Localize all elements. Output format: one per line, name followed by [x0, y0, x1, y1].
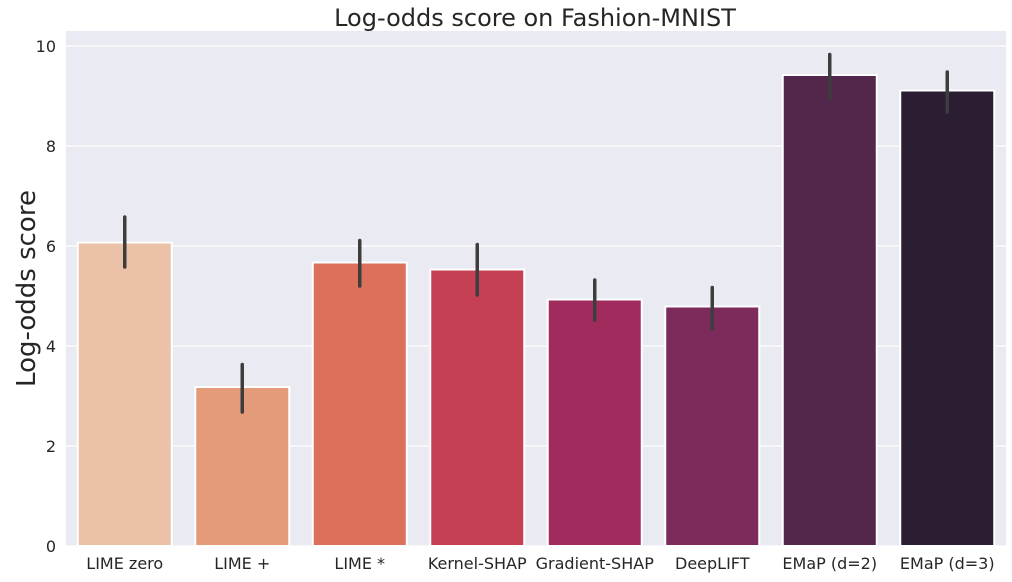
x-tick-label: Kernel-SHAP: [428, 554, 527, 573]
y-tick-label: 0: [46, 537, 56, 556]
x-tick-label: EMaP (d=3): [900, 554, 995, 573]
x-tick-label: Gradient-SHAP: [536, 554, 655, 573]
y-tick-label: 6: [46, 237, 56, 256]
y-tick-label: 2: [46, 437, 56, 456]
x-tick-label: DeepLIFT: [675, 554, 750, 573]
x-tick-label: LIME zero: [86, 554, 163, 573]
y-axis-title: Log-odds score: [12, 190, 42, 387]
bar: [546, 298, 643, 547]
chart-title: Log-odds score on Fashion-MNIST: [334, 4, 736, 32]
y-tick-label: 8: [46, 137, 56, 156]
bar: [781, 74, 878, 547]
bar: [311, 261, 408, 547]
y-tick-label: 10: [36, 37, 56, 56]
y-tick-label: 4: [46, 337, 56, 356]
x-tick-label: LIME *: [334, 554, 385, 573]
x-tick-label: EMaP (d=2): [782, 554, 877, 573]
x-tick-label: LIME +: [214, 554, 270, 573]
bar: [899, 89, 996, 547]
bar: [664, 305, 761, 547]
bar: [429, 268, 526, 547]
bar: [76, 241, 173, 547]
